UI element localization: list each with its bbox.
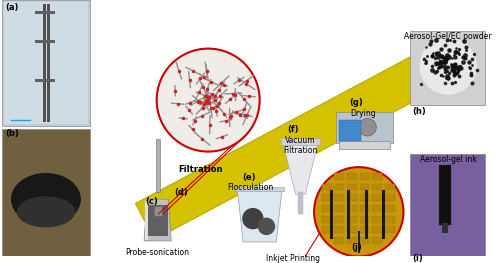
Bar	[334, 194, 344, 201]
Bar	[385, 205, 394, 212]
Bar	[360, 205, 370, 212]
Bar	[2, 129, 90, 256]
Bar	[322, 226, 332, 233]
Bar	[372, 216, 382, 222]
Bar	[43, 4, 46, 122]
Bar	[334, 226, 344, 233]
Bar	[385, 216, 394, 222]
Bar	[347, 237, 357, 244]
Bar	[336, 112, 393, 143]
Bar	[334, 173, 344, 180]
Bar	[347, 194, 357, 201]
Bar	[322, 194, 332, 201]
Text: Aerosol-Gel/EC powder: Aerosol-Gel/EC powder	[404, 32, 492, 41]
Bar	[334, 205, 344, 212]
Bar	[372, 237, 382, 244]
Bar	[372, 184, 382, 190]
Bar	[334, 237, 344, 244]
Bar	[4, 2, 87, 124]
Bar	[358, 231, 360, 253]
Text: (e): (e)	[242, 173, 256, 182]
Bar	[372, 194, 382, 201]
Bar	[334, 184, 344, 190]
Text: (a): (a)	[5, 3, 18, 12]
Bar	[364, 190, 368, 239]
Bar	[340, 119, 360, 141]
Text: (d): (d)	[174, 188, 188, 196]
Bar	[347, 173, 357, 180]
Circle shape	[258, 218, 275, 235]
Bar	[2, 0, 90, 126]
Bar	[347, 184, 357, 190]
Bar	[281, 138, 320, 145]
Text: (b): (b)	[5, 129, 19, 138]
Text: (h): (h)	[412, 107, 426, 116]
Bar	[360, 226, 370, 233]
Bar	[236, 186, 284, 191]
Bar	[347, 190, 350, 239]
Bar	[35, 40, 54, 43]
Bar	[372, 226, 382, 233]
Bar	[244, 259, 345, 263]
Bar	[340, 141, 390, 149]
Bar	[145, 201, 148, 240]
Text: Flocculation: Flocculation	[227, 183, 273, 192]
Bar	[347, 205, 357, 212]
Bar	[442, 224, 448, 233]
Bar	[360, 237, 370, 244]
Bar	[372, 173, 382, 180]
Bar	[322, 205, 332, 212]
Circle shape	[359, 119, 376, 136]
Bar	[298, 192, 304, 214]
Bar	[385, 226, 394, 233]
Ellipse shape	[17, 196, 75, 227]
Polygon shape	[238, 189, 282, 242]
Circle shape	[156, 49, 260, 151]
Text: (g): (g)	[349, 98, 363, 107]
Polygon shape	[144, 199, 171, 241]
Bar	[410, 31, 485, 105]
Text: Drying: Drying	[350, 109, 376, 118]
Bar	[360, 194, 370, 201]
Bar	[334, 216, 344, 222]
Bar	[385, 194, 394, 201]
Circle shape	[242, 208, 264, 229]
Polygon shape	[283, 143, 318, 194]
Text: (i): (i)	[412, 254, 423, 262]
Bar	[440, 165, 451, 225]
Bar	[35, 79, 54, 82]
Circle shape	[419, 37, 478, 95]
Bar	[156, 139, 160, 192]
Bar	[347, 226, 357, 233]
Text: Aerosol-gel ink: Aerosol-gel ink	[420, 155, 476, 164]
Bar	[154, 206, 162, 216]
Bar	[47, 4, 50, 122]
Circle shape	[314, 167, 404, 256]
Bar	[360, 216, 370, 222]
Bar	[382, 190, 385, 239]
Bar	[322, 184, 332, 190]
Ellipse shape	[11, 173, 81, 225]
Text: (f): (f)	[287, 125, 298, 134]
Bar	[410, 154, 485, 256]
Bar	[372, 205, 382, 212]
Bar	[347, 216, 357, 222]
Text: Inkjet Printing: Inkjet Printing	[266, 254, 320, 262]
Text: Probe-sonication: Probe-sonication	[126, 248, 190, 257]
Text: Filtration: Filtration	[178, 165, 222, 174]
Bar	[35, 11, 54, 14]
Bar	[385, 184, 394, 190]
Text: Vacuum
Filtration: Vacuum Filtration	[284, 136, 318, 155]
Bar	[330, 190, 332, 239]
Bar	[322, 216, 332, 222]
Text: (c): (c)	[145, 197, 158, 206]
Text: (j): (j)	[352, 243, 362, 252]
Bar	[148, 205, 169, 236]
Bar	[360, 173, 370, 180]
Polygon shape	[136, 38, 466, 240]
Bar	[360, 184, 370, 190]
